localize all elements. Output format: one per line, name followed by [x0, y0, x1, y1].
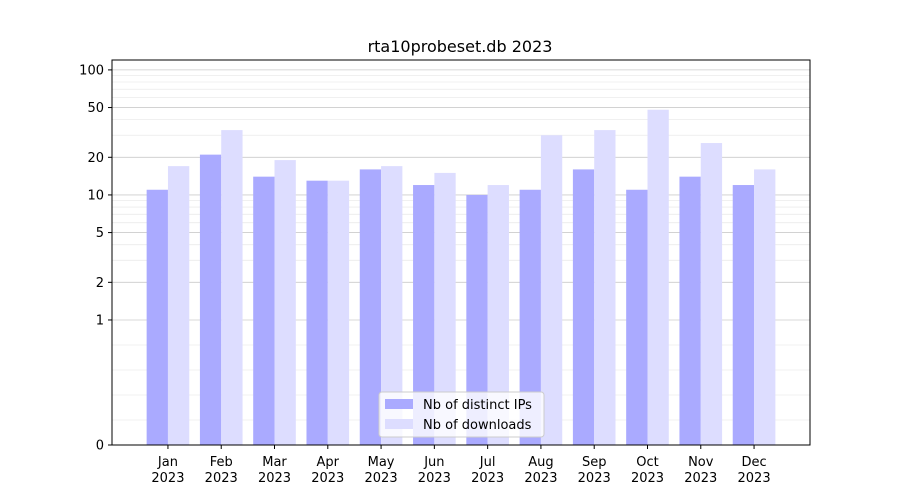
- bar-distinct-ips-9: [572, 169, 595, 445]
- bars: [146, 109, 776, 446]
- bar-downloads-6: [434, 172, 456, 445]
- y-tick-label: 2: [96, 276, 104, 291]
- bar-downloads-9: [594, 130, 616, 445]
- chart-title: rta10probeset.db 2023: [368, 37, 553, 56]
- bar-downloads-10: [647, 109, 669, 445]
- x-tick-label: Nov 2023: [684, 455, 717, 486]
- x-tick-label: Jul 2023: [471, 455, 504, 486]
- y-tick-label: 20: [87, 151, 104, 166]
- plot-frame: [111, 59, 811, 446]
- bar-downloads-7: [487, 185, 509, 445]
- y-tick-label: 50: [87, 101, 104, 116]
- x-tick-label: Apr 2023: [311, 455, 344, 486]
- bar-downloads-12: [754, 169, 776, 445]
- bar-distinct-ips-4: [306, 180, 328, 445]
- bar-downloads-3: [274, 160, 296, 445]
- x-tick-label: Sep 2023: [578, 455, 611, 486]
- bar-downloads-11: [700, 143, 723, 445]
- x-tick-label: Oct 2023: [631, 455, 664, 486]
- legend-label: Nb of distinct IPs: [423, 398, 532, 413]
- y-tick-label: 0: [96, 439, 104, 454]
- bar-downloads-4: [327, 180, 350, 445]
- y-axis: 0 1 2 5 10 20 50 100: [79, 63, 112, 454]
- x-tick-label: Mar 2023: [258, 455, 291, 486]
- bar-downloads-2: [221, 130, 243, 445]
- bar-distinct-ips-10: [626, 189, 648, 445]
- legend-swatch: [385, 419, 413, 429]
- legend: Nb of distinct IPs Nb of downloads: [378, 391, 545, 438]
- bar-downloads-1: [167, 166, 190, 445]
- x-tick-label: Dec 2023: [738, 455, 771, 486]
- bar-distinct-ips-6: [413, 185, 435, 445]
- x-tick-label: May 2023: [365, 455, 398, 486]
- x-tick-label: Feb 2023: [205, 455, 238, 486]
- x-axis: Jan 2023 Feb 2023 Mar 2023 Apr 2023 May 2023 Jun 20…: [151, 445, 771, 486]
- bar-distinct-ips-7: [466, 194, 488, 445]
- x-tick-label: Jun 2023: [418, 455, 451, 486]
- bar-distinct-ips-8: [519, 189, 541, 445]
- y-tick-label: 5: [96, 226, 104, 241]
- bar-distinct-ips-5: [359, 169, 382, 445]
- bar-distinct-ips-1: [146, 189, 168, 445]
- bar-distinct-ips-3: [253, 176, 275, 445]
- bar-downloads-8: [540, 135, 563, 445]
- x-tick-label: Jan 2023: [151, 455, 184, 486]
- legend-swatch: [385, 399, 413, 409]
- x-tick-label: Aug 2023: [524, 455, 557, 486]
- bar-downloads-5: [381, 166, 403, 445]
- bar-distinct-ips-11: [679, 176, 701, 445]
- legend-label: Nb of downloads: [423, 418, 532, 433]
- bar-distinct-ips-12: [732, 185, 755, 445]
- y-tick-label: 1: [96, 313, 104, 328]
- legend-box: [378, 391, 545, 438]
- bar-distinct-ips-2: [199, 154, 222, 446]
- y-tick-label: 100: [79, 63, 104, 78]
- y-tick-label: 10: [87, 188, 104, 203]
